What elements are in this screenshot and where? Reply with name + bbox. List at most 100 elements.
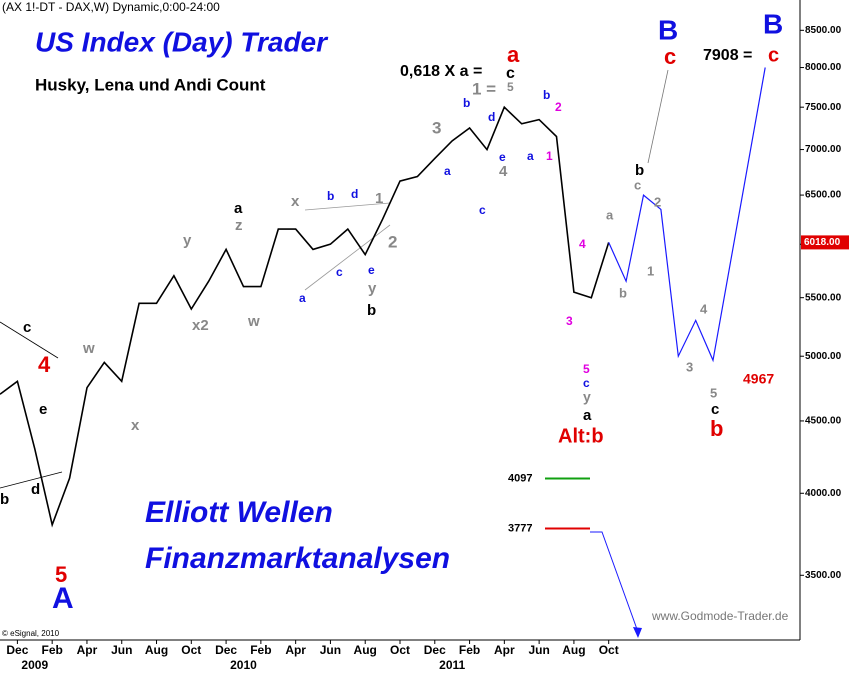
- y-tick-label: 7000.00: [805, 144, 842, 155]
- annotation: c: [634, 177, 641, 192]
- annotation: b: [367, 302, 376, 319]
- annotation: 5: [507, 80, 514, 94]
- x-tick-label: Dec: [6, 643, 28, 657]
- annotation: 1 =: [472, 79, 496, 98]
- y-tick-label: 4500.00: [805, 416, 842, 427]
- annotation: c: [23, 319, 31, 336]
- y-tick-label: 8000.00: [805, 62, 842, 73]
- year-label: 2010: [230, 658, 257, 672]
- projection-line: [608, 67, 766, 363]
- annotation: B: [763, 8, 783, 39]
- annotation: 4: [579, 237, 586, 251]
- y-tick-label: 3500.00: [805, 570, 842, 581]
- y-tick-label: 4000.00: [805, 488, 842, 499]
- annotation: y: [583, 389, 591, 405]
- annotation: y: [183, 232, 192, 249]
- annotation: c: [479, 203, 486, 217]
- annotation: a: [444, 164, 451, 178]
- annotation: 5: [55, 562, 67, 587]
- copyright: © eSignal, 2010: [2, 629, 60, 638]
- level-label: 4097: [508, 472, 532, 484]
- annotation: a: [527, 149, 534, 163]
- annotation: e: [39, 401, 47, 418]
- annotation: e: [499, 150, 506, 164]
- trend-line: [304, 224, 391, 291]
- annotation: c: [336, 265, 343, 279]
- x-tick-label: Aug: [354, 643, 377, 657]
- annotation: a: [299, 291, 306, 305]
- annotation: d: [488, 110, 495, 124]
- annotation: b: [710, 416, 723, 441]
- trend-line: [0, 471, 63, 489]
- annotation: x: [131, 417, 140, 434]
- annotation: 3: [432, 118, 441, 137]
- y-tick-label: 6500.00: [805, 190, 842, 201]
- x-tick-label: Oct: [390, 643, 410, 657]
- annotation: x2: [192, 317, 209, 334]
- source: www.Godmode-Trader.de: [651, 609, 789, 623]
- annotation: x: [291, 193, 300, 210]
- trend-line: [647, 69, 669, 164]
- x-tick-label: Dec: [424, 643, 446, 657]
- annotation: y: [368, 280, 377, 297]
- year-label: 2009: [21, 658, 48, 672]
- annotation: d: [31, 481, 40, 498]
- annotation: 3: [686, 359, 693, 374]
- annotation: b: [327, 189, 334, 203]
- annotation: Alt:b: [558, 425, 604, 447]
- annotation: e: [368, 263, 375, 277]
- x-tick-label: Dec: [215, 643, 237, 657]
- annotation: 2: [555, 100, 562, 114]
- annotation: 5: [710, 385, 717, 400]
- year-label: 2011: [439, 658, 465, 672]
- annotation: B: [658, 14, 678, 45]
- annotation: w: [82, 340, 95, 357]
- annotation: a: [507, 42, 520, 67]
- annotation: b: [619, 285, 627, 300]
- annotation: c: [583, 376, 590, 390]
- annotation: US Index (Day) Trader: [35, 26, 329, 57]
- annotation: b: [463, 96, 470, 110]
- y-tick-label: 7500.00: [805, 102, 842, 113]
- trend-line: [0, 321, 59, 359]
- x-tick-label: Apr: [285, 643, 306, 657]
- annotation: 0,618 X a =: [400, 63, 482, 80]
- annotation: z: [235, 217, 243, 234]
- annotation: a: [583, 407, 592, 424]
- annotation: 4: [499, 163, 508, 180]
- annotation: c: [506, 65, 515, 82]
- last-price-label: 6018.00: [804, 237, 841, 248]
- annotation: Finanzmarktanalysen: [145, 542, 450, 575]
- trend-line: [304, 202, 391, 211]
- x-tick-label: Feb: [459, 643, 480, 657]
- arrow-head: [633, 627, 642, 638]
- x-tick-label: Oct: [181, 643, 201, 657]
- x-tick-label: Jun: [528, 643, 549, 657]
- annotation: 5: [583, 362, 590, 376]
- annotation: a: [234, 200, 243, 217]
- annotation: b: [0, 491, 9, 508]
- x-tick-label: Feb: [250, 643, 271, 657]
- annotation: b: [543, 88, 550, 102]
- annotation: 7908 =: [703, 47, 752, 64]
- annotation: d: [351, 187, 358, 201]
- annotation: Elliott Wellen: [145, 496, 333, 529]
- x-tick-label: Oct: [599, 643, 619, 657]
- projection-arrow: [590, 531, 639, 633]
- y-tick-label: 8500.00: [805, 25, 842, 36]
- annotation: c: [711, 401, 719, 418]
- annotation: b: [635, 162, 644, 179]
- price-line: [0, 105, 610, 528]
- annotation: Husky, Lena und Andi Count: [35, 75, 266, 94]
- y-tick-label: 5500.00: [805, 292, 842, 303]
- last-price-box: [801, 235, 849, 250]
- annotation: A: [52, 582, 74, 615]
- annotation: 4: [700, 301, 708, 316]
- y-tick-label: 5000.00: [805, 351, 842, 362]
- x-tick-label: Feb: [42, 643, 63, 657]
- x-tick-label: Aug: [562, 643, 585, 657]
- annotation: a: [606, 207, 614, 222]
